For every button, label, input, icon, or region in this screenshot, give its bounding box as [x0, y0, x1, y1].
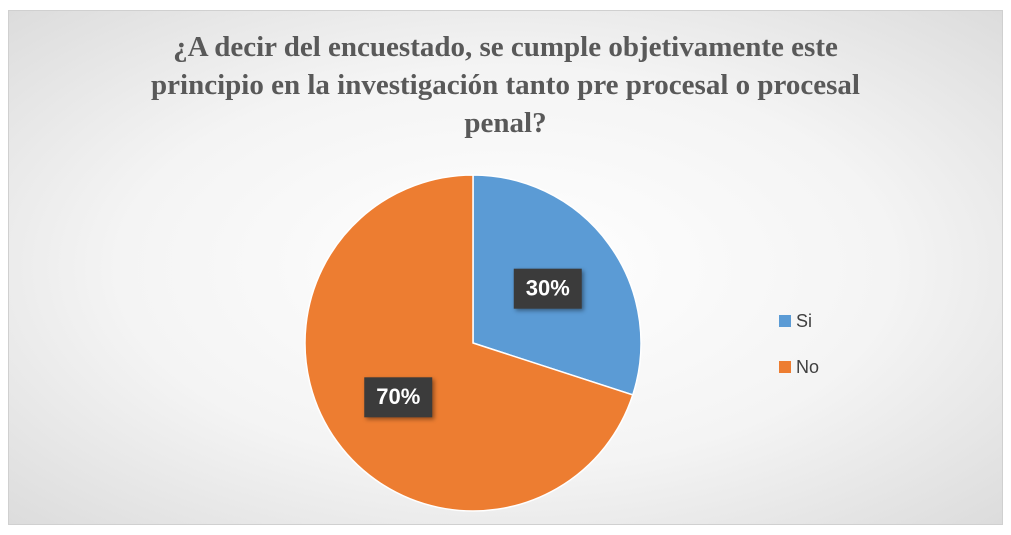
- chart-title: ¿A decir del encuestado, se cumple objet…: [151, 31, 860, 139]
- legend-swatch: [779, 315, 791, 327]
- data-label-box: [513, 268, 582, 309]
- legend-label: Si: [796, 311, 812, 331]
- legend-swatch: [779, 361, 791, 373]
- data-label-box: [364, 377, 433, 418]
- data-label: 30%: [526, 276, 570, 301]
- legend-label: No: [796, 357, 819, 377]
- data-label: 70%: [376, 384, 420, 409]
- pie-slice: [304, 174, 634, 512]
